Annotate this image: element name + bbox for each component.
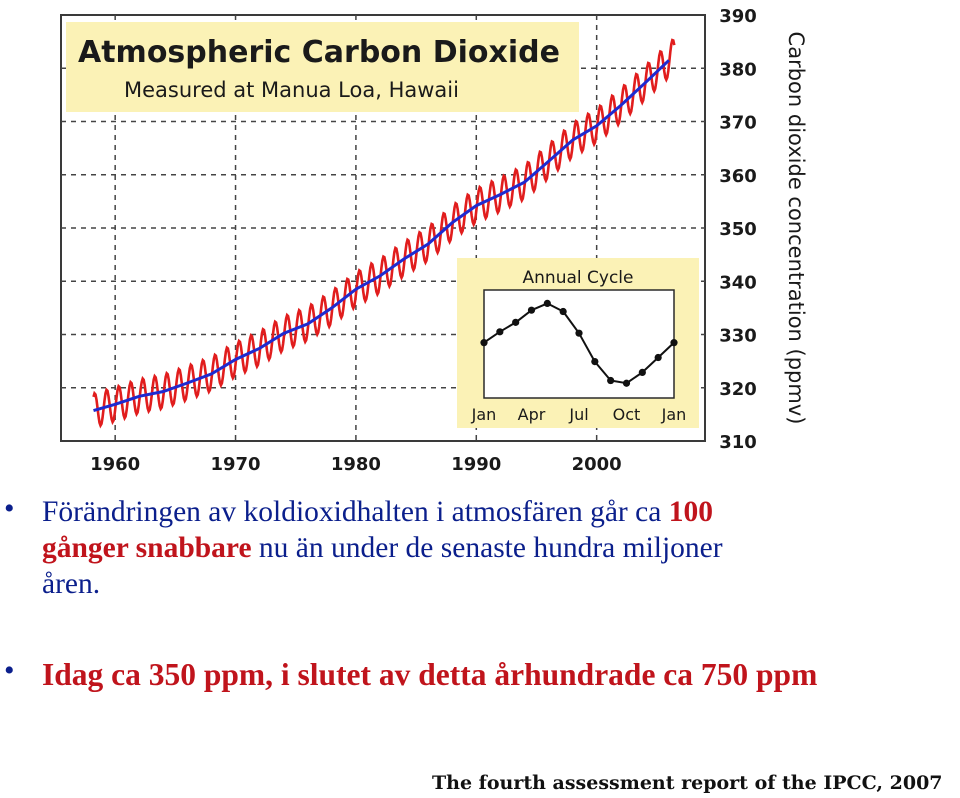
inset-x-tick-label: Apr xyxy=(518,405,546,424)
inset-point xyxy=(654,353,662,362)
series-seasonal-line xyxy=(92,38,676,429)
y-tick-label: 330 xyxy=(719,326,757,347)
inset-point xyxy=(496,328,504,336)
source-caption: The fourth assessment report of the IPCC… xyxy=(432,772,943,794)
inset-point xyxy=(512,318,520,326)
series-annual-mean-line xyxy=(93,59,670,413)
bullet-marker: • xyxy=(4,492,15,525)
bullet-1-emphasis-phrase: gånger snabbare xyxy=(42,532,252,564)
inset-point xyxy=(527,306,536,314)
bullet-1-text-middle: nu än under de senaste hundra miljoner xyxy=(251,532,723,564)
inset-point xyxy=(480,339,488,347)
x-tick-label: 1970 xyxy=(210,454,260,475)
bullet-marker: • xyxy=(4,654,15,687)
inset-point xyxy=(607,376,615,385)
inset-x-tick-label: Oct xyxy=(613,405,641,424)
inset-x-tick-label: Jan xyxy=(471,405,497,424)
inset-point xyxy=(575,329,583,337)
title-box xyxy=(66,22,579,112)
y-tick-label: 340 xyxy=(719,272,757,293)
y-tick-label: 350 xyxy=(719,219,757,240)
y-tick-label: 390 xyxy=(719,6,757,27)
inset-x-tick-label: Jan xyxy=(661,405,687,424)
y-tick-label: 370 xyxy=(719,113,757,134)
y-tick-label: 360 xyxy=(719,166,757,187)
x-tick-label: 1960 xyxy=(90,454,140,475)
bullet-1-text-start: Förändringen av koldioxidhalten i atmosf… xyxy=(42,496,669,528)
x-tick-label: 1980 xyxy=(331,454,381,475)
inset-point xyxy=(638,368,646,377)
y-tick-label: 310 xyxy=(719,432,757,453)
bullet-2-text: Idag ca 350 ppm, i slutet av detta århun… xyxy=(42,657,818,692)
y-tick-label: 380 xyxy=(719,59,757,80)
x-tick-label: 2000 xyxy=(572,454,622,475)
inset-x-tick-label: Jul xyxy=(568,405,588,424)
chart-title: Atmospheric Carbon Dioxide xyxy=(78,35,560,70)
y-axis-label: Carbon dioxide concentration (ppmv) xyxy=(784,32,808,425)
x-tick-label: 1990 xyxy=(451,454,501,475)
inset-title: Annual Cycle xyxy=(523,268,634,288)
bullet-1-emphasis-number: 100 xyxy=(668,496,713,528)
inset-point xyxy=(591,357,599,366)
series-layer xyxy=(92,38,676,429)
chart-subtitle: Measured at Manua Loa, Hawaii xyxy=(124,78,459,102)
x-axis-ticks: 1960 1970 1980 1990 2000 xyxy=(90,454,622,475)
inset-point xyxy=(622,379,631,387)
y-tick-label: 320 xyxy=(719,379,757,400)
inset-plot-frame xyxy=(483,289,675,399)
inset-point xyxy=(543,299,551,308)
co2-chart: Atmospheric Carbon Dioxide Measured at M… xyxy=(60,6,808,475)
inset-point xyxy=(670,339,678,347)
bullet-1-text-end: åren. xyxy=(42,568,101,600)
y-axis-ticks: 390 380 370 360 350 340 330 320 310 xyxy=(719,6,757,453)
inset-point xyxy=(559,307,567,316)
inset-layer: Jan Apr Jul Oct Jan xyxy=(471,299,687,424)
